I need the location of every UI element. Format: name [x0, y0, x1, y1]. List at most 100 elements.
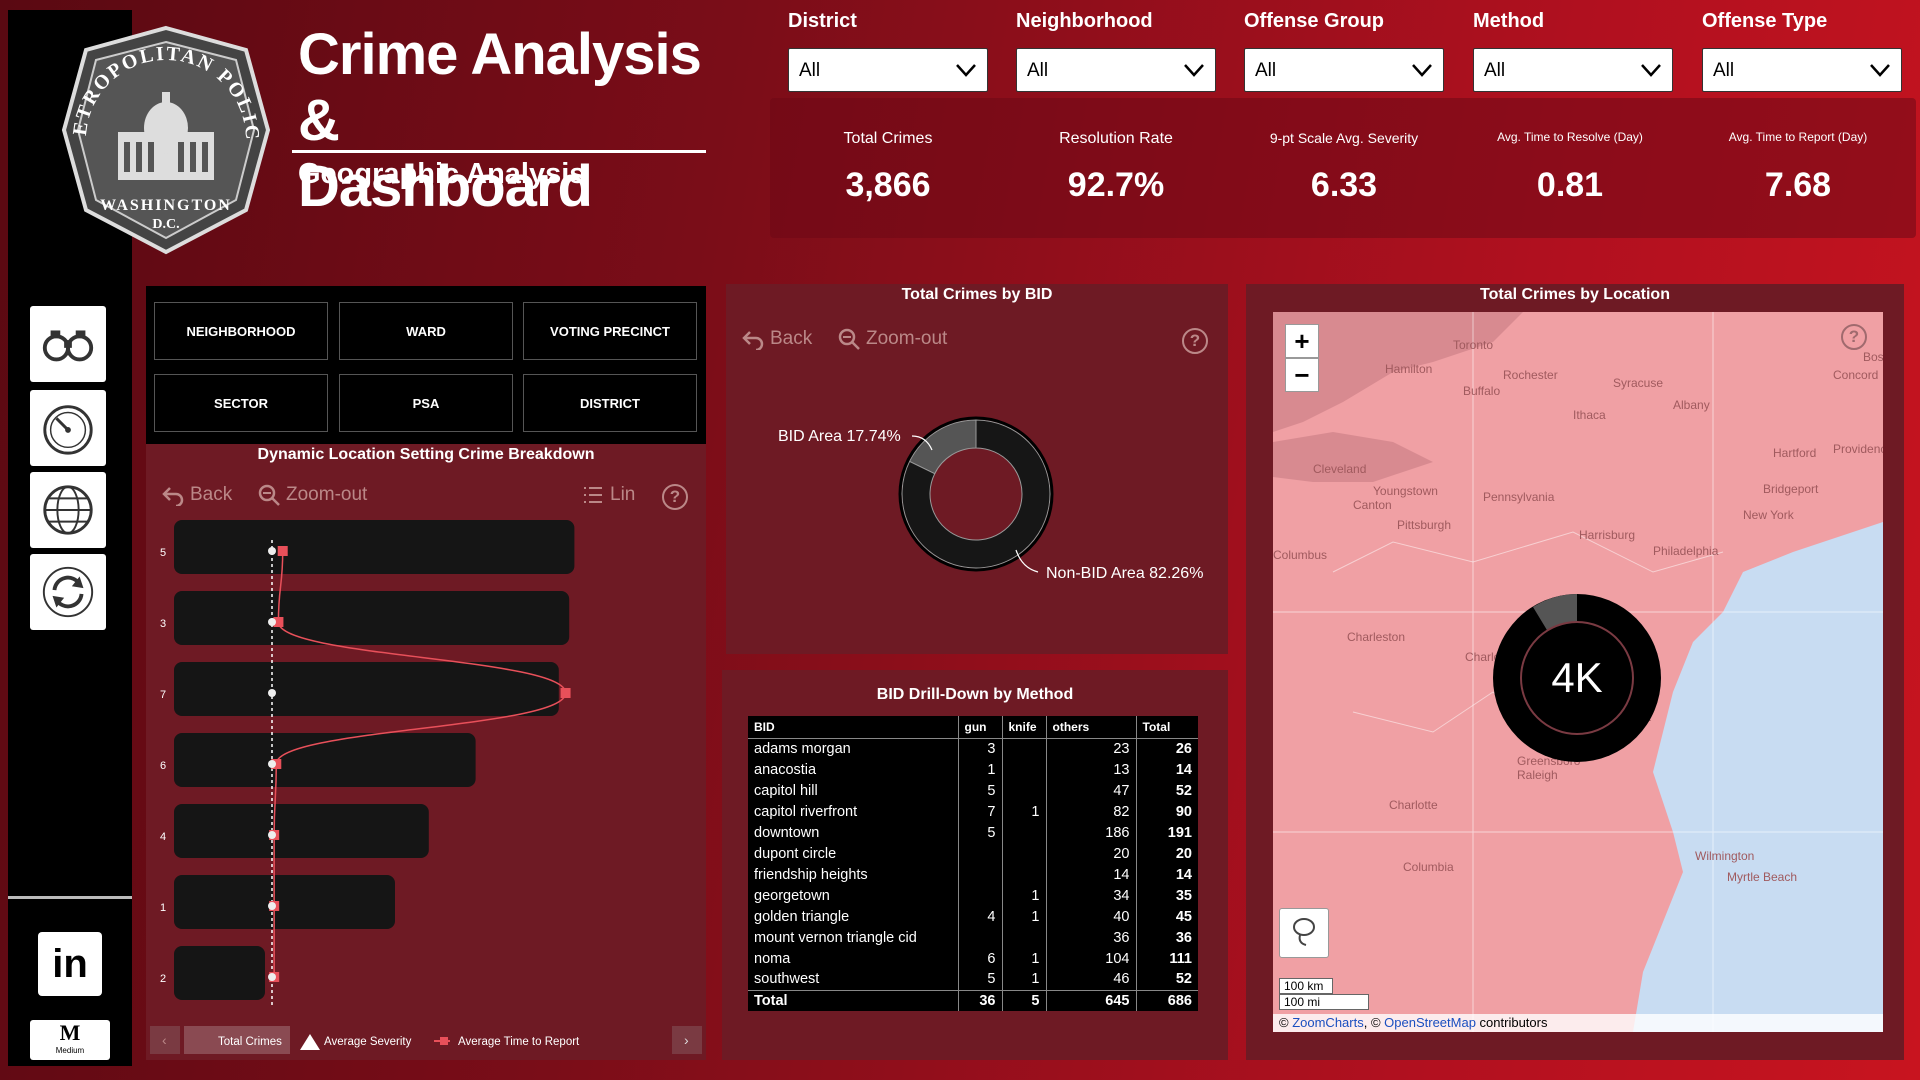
zoom-out-button[interactable]: Zoom-out: [258, 484, 367, 506]
table-row[interactable]: noma 6 1 104 111: [748, 948, 1198, 969]
table-row[interactable]: southwest 5 1 46 52: [748, 969, 1198, 990]
offense-type-dropdown[interactable]: All: [1702, 48, 1902, 92]
map-cluster-donut[interactable]: 4K: [1491, 592, 1663, 764]
chevron-down-icon: [1184, 64, 1204, 77]
chart-bar[interactable]: [174, 875, 395, 929]
category-label: 1: [160, 902, 166, 914]
chart-bar[interactable]: [174, 733, 476, 787]
slice-label-bid: BID Area 17.74%: [778, 428, 901, 445]
severity-point[interactable]: [268, 831, 276, 839]
chart-bar[interactable]: [174, 520, 575, 574]
table-row[interactable]: dupont circle 20 20: [748, 843, 1198, 864]
bid-drilldown-table: BID gun knife others Total adams morgan 3…: [748, 716, 1198, 1011]
severity-point[interactable]: [268, 902, 276, 910]
openstreetmap-link[interactable]: OpenStreetMap: [1384, 1015, 1476, 1030]
linear-scale-toggle[interactable]: Lin: [582, 484, 635, 506]
zoomcharts-link[interactable]: ZoomCharts: [1292, 1015, 1364, 1030]
city-label: New York: [1743, 508, 1794, 522]
table-cell: 1: [1002, 885, 1047, 906]
neighborhood-button[interactable]: NEIGHBORHOOD: [154, 302, 328, 360]
table-cell: anacostia: [748, 759, 959, 780]
location-setting-buttons: NEIGHBORHOOD WARD VOTING PRECINCT SECTOR…: [146, 286, 706, 444]
kpi-value: 92.7%: [1067, 166, 1165, 204]
category-label: 3: [160, 618, 166, 630]
table-row[interactable]: capitol riverfront 7 1 82 90: [748, 801, 1198, 822]
globe-icon[interactable]: [30, 472, 106, 548]
table-row[interactable]: georgetown 1 34 35: [748, 885, 1198, 906]
city-label: Canton: [1353, 498, 1392, 512]
column-header[interactable]: gun: [958, 716, 1003, 739]
refresh-icon[interactable]: [30, 554, 106, 630]
column-header[interactable]: others: [1046, 716, 1137, 739]
map-attribution: © ZoomCharts, © OpenStreetMap contributo…: [1273, 1014, 1883, 1032]
legend-next-button[interactable]: [672, 1026, 702, 1054]
gauge-icon[interactable]: [30, 390, 106, 466]
city-label: Youngstown: [1373, 484, 1438, 498]
district-button[interactable]: DISTRICT: [523, 374, 697, 432]
kpi-avg-time-resolve: Avg. Time to Resolve (Day) 0.81: [1456, 130, 1684, 205]
method-dropdown[interactable]: All: [1473, 48, 1673, 92]
title-underline: [292, 150, 706, 153]
table-row[interactable]: golden triangle 4 1 40 45: [748, 906, 1198, 927]
back-button[interactable]: Back: [742, 328, 812, 350]
voting-precinct-button[interactable]: VOTING PRECINCT: [523, 302, 697, 360]
time-to-report-point[interactable]: [273, 617, 284, 627]
binoculars-icon[interactable]: [30, 306, 106, 382]
help-icon[interactable]: ?: [662, 484, 688, 510]
donut-slice[interactable]: [908, 419, 977, 475]
legend-total-crimes[interactable]: [184, 1026, 290, 1054]
back-button[interactable]: Back: [162, 484, 232, 506]
city-label: Columbus: [1273, 548, 1328, 562]
severity-point[interactable]: [268, 760, 276, 768]
ward-button[interactable]: WARD: [339, 302, 513, 360]
label-leader-line: [1015, 549, 1039, 573]
time-to-report-point[interactable]: [271, 759, 282, 769]
neighborhood-dropdown[interactable]: All: [1016, 48, 1216, 92]
psa-button[interactable]: PSA: [339, 374, 513, 432]
linkedin-icon[interactable]: in: [38, 932, 102, 996]
table-cell: mount vernon triangle cid: [748, 927, 959, 948]
chart-bar[interactable]: [174, 946, 265, 1000]
table-cell: 23: [1046, 738, 1137, 759]
severity-point[interactable]: [268, 689, 276, 697]
table-cell: [1002, 780, 1047, 801]
lasso-select-button[interactable]: [1279, 908, 1329, 958]
chart-bar[interactable]: [174, 662, 559, 716]
time-to-report-point[interactable]: [560, 688, 571, 698]
table-cell: [958, 885, 1003, 906]
offense-group-dropdown[interactable]: All: [1244, 48, 1444, 92]
category-label: 7: [160, 689, 166, 701]
medium-icon[interactable]: M Medium: [30, 1020, 110, 1060]
sector-button[interactable]: SECTOR: [154, 374, 328, 432]
time-to-report-point[interactable]: [277, 546, 288, 556]
table-row[interactable]: mount vernon triangle cid 36 36: [748, 927, 1198, 948]
help-icon[interactable]: ?: [1841, 324, 1867, 350]
map-zoom-in-button[interactable]: +: [1285, 324, 1319, 358]
city-label: Columbia: [1403, 860, 1454, 874]
table-cell: 20: [1046, 843, 1137, 864]
column-header[interactable]: BID: [748, 716, 959, 739]
donut-slice[interactable]: [901, 419, 1051, 569]
help-icon[interactable]: ?: [1182, 328, 1208, 354]
table-row[interactable]: adams morgan 3 23 26: [748, 738, 1198, 759]
table-row[interactable]: downtown 5 186 191: [748, 822, 1198, 843]
district-dropdown[interactable]: All: [788, 48, 988, 92]
chart-bar[interactable]: [174, 591, 570, 645]
zoom-out-button[interactable]: Zoom-out: [838, 328, 947, 350]
table-cell: 111: [1169, 950, 1192, 967]
severity-point[interactable]: [268, 973, 276, 981]
table-row[interactable]: anacostia 1 13 14: [748, 759, 1198, 780]
slice-label-non-bid: Non-BID Area 82.26%: [1046, 565, 1203, 582]
severity-point[interactable]: [268, 618, 276, 626]
map-zoom-out-button[interactable]: −: [1285, 358, 1319, 392]
column-header[interactable]: Total: [1136, 716, 1198, 739]
chart-bar[interactable]: [174, 804, 429, 858]
table-row[interactable]: capitol hill 5 47 52: [748, 780, 1198, 801]
severity-point[interactable]: [268, 547, 276, 555]
crime-location-map[interactable]: Toronto Hamilton Rochester Syracuse Buffalo A…: [1273, 312, 1883, 1032]
city-label: Providence: [1833, 442, 1883, 456]
column-header[interactable]: knife: [1002, 716, 1047, 739]
table-cell: [1002, 822, 1047, 843]
table-row[interactable]: friendship heights 14 14: [748, 864, 1198, 885]
legend-prev-button[interactable]: [150, 1026, 180, 1054]
